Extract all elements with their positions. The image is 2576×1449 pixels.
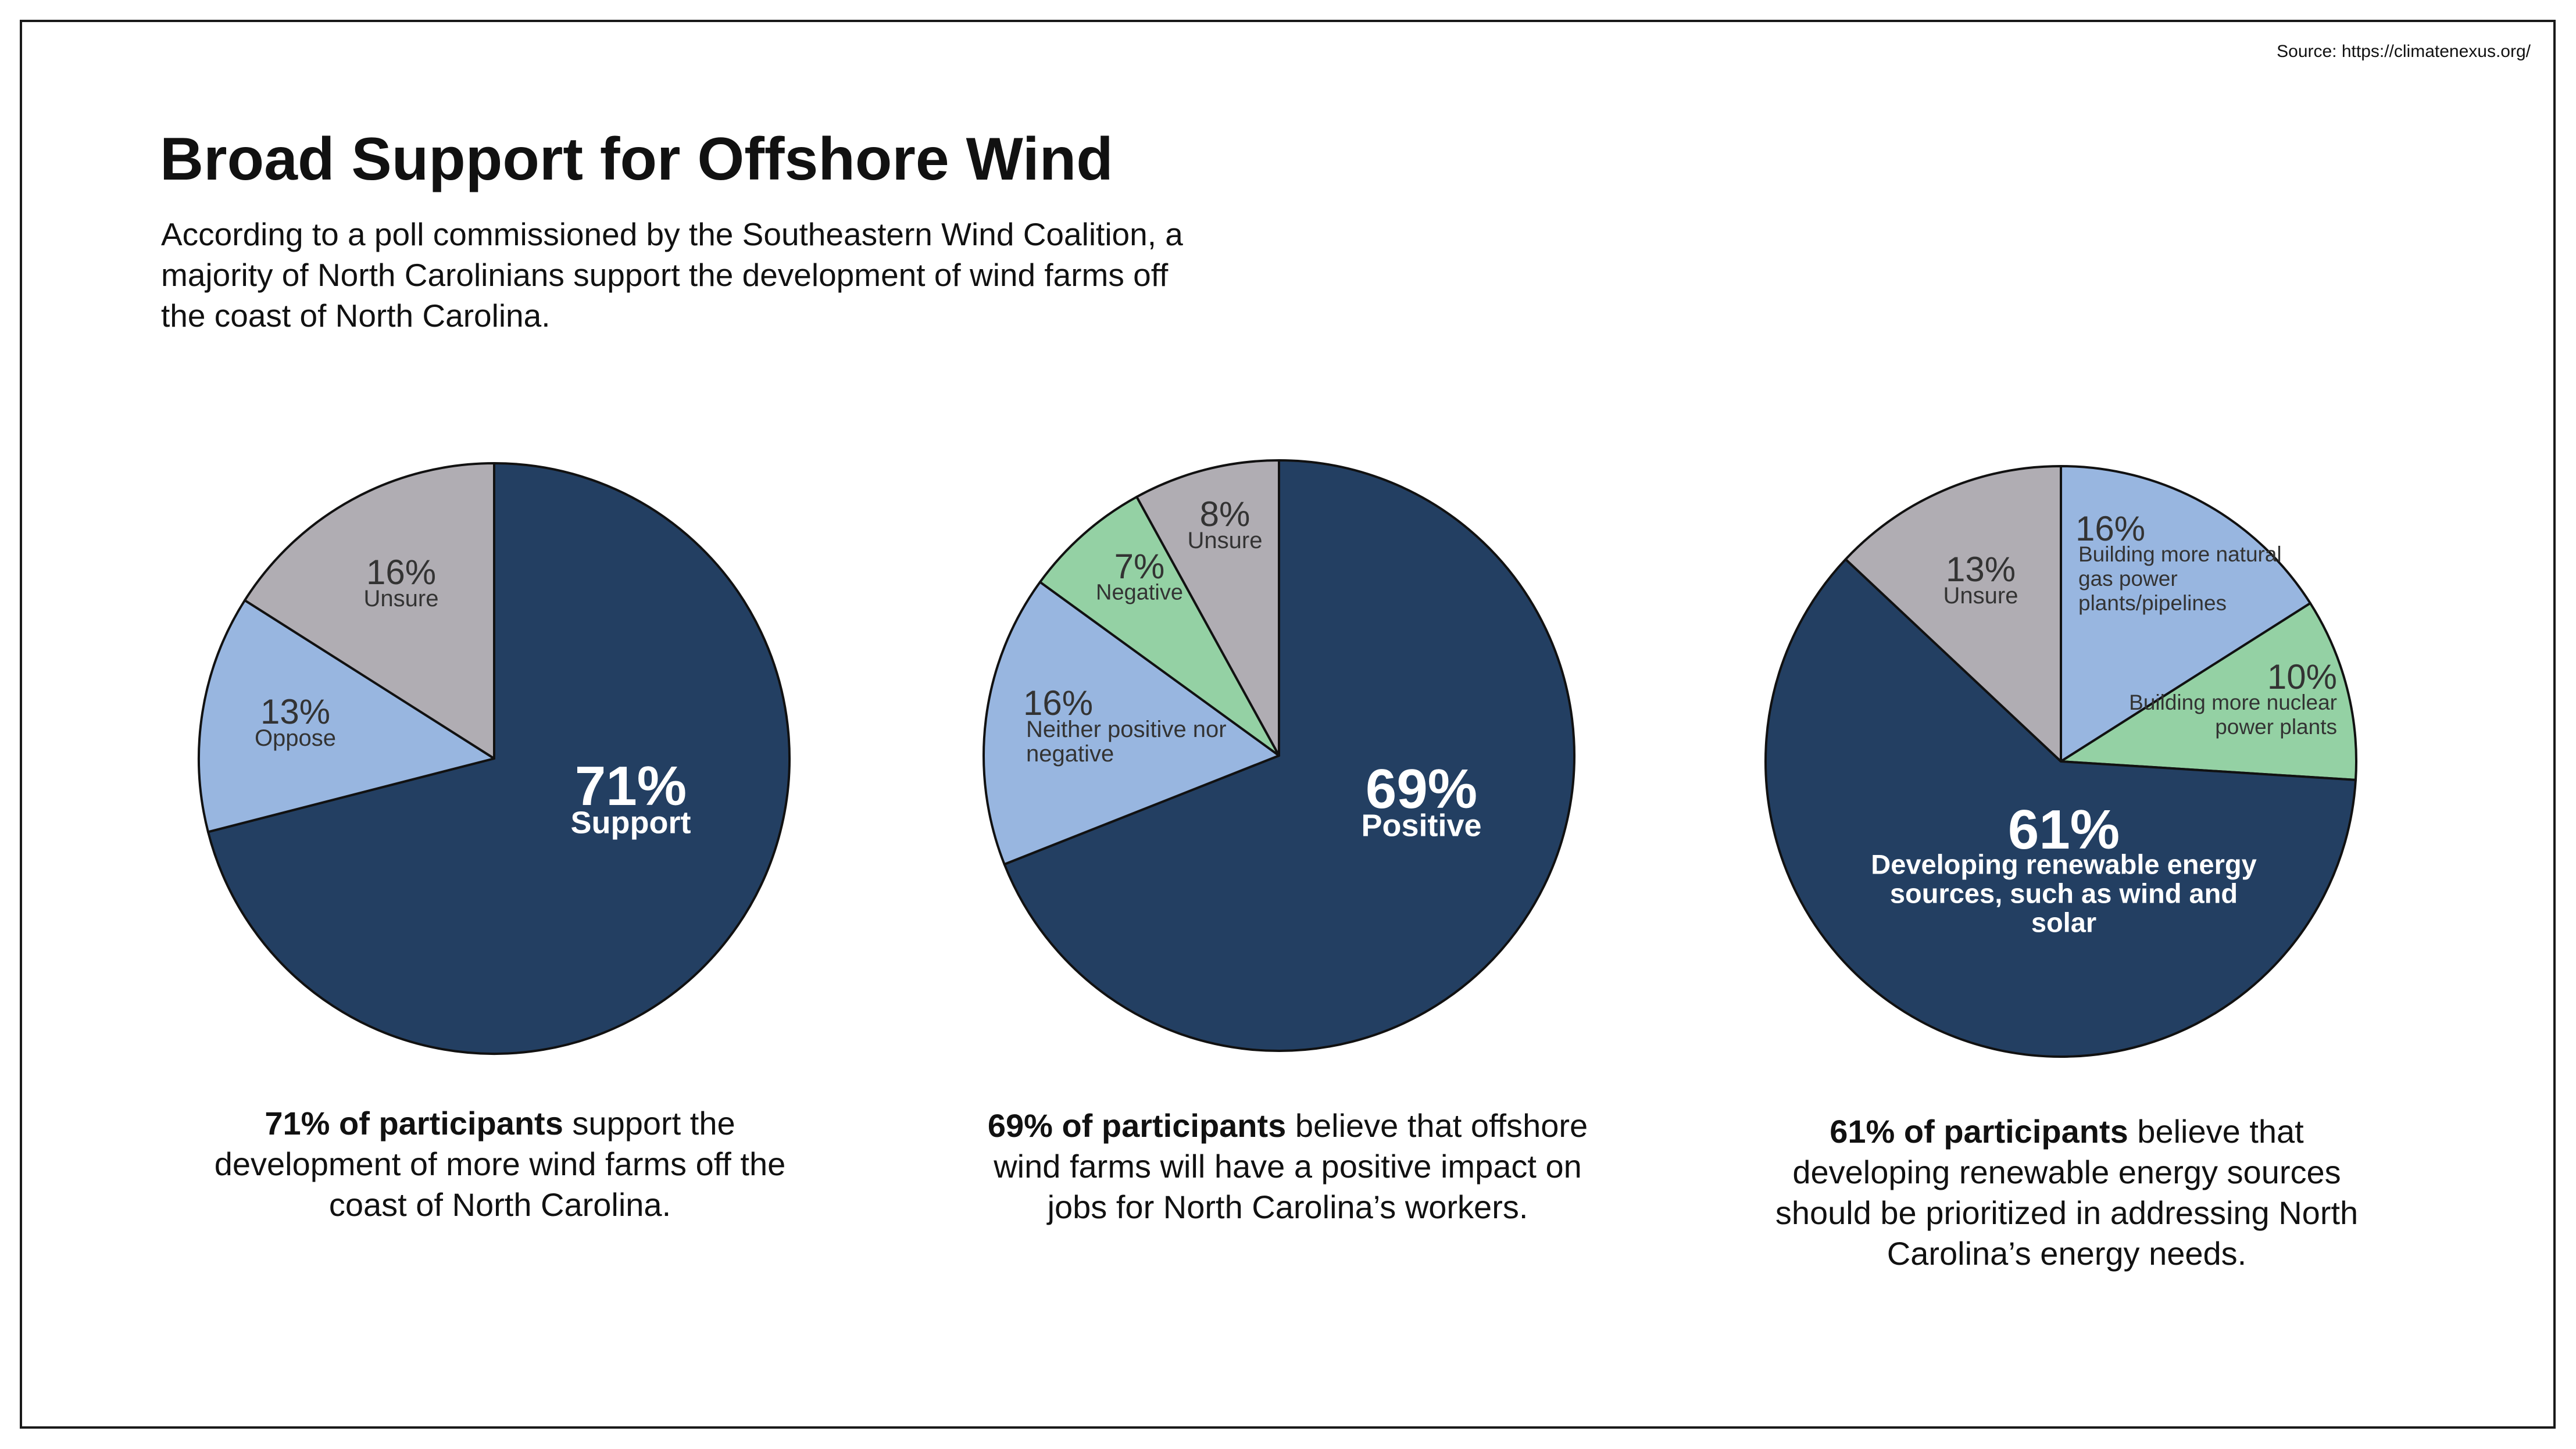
pie-1-slice-0-pct-label: 69% xyxy=(1366,758,1477,820)
caption-jobs-bold: 69% of participants xyxy=(987,1107,1287,1144)
pie-2-slice-2-category-label: Developing renewable energy sources, such… xyxy=(1871,849,2256,938)
pie-1-slice-1-category-label: Neither positive nor negative xyxy=(1026,717,1227,767)
pie-0-slice-2-category-label: Unsure xyxy=(364,586,439,611)
page-title: Broad Support for Offshore Wind xyxy=(160,126,1113,193)
caption-jobs-text: believe that offshore wind farms will ha… xyxy=(994,1107,1588,1225)
caption-support-text: support the development of more wind far… xyxy=(214,1105,786,1223)
pie-chart-jobs-impact: 69%Positive 16%Neither positive nor negati… xyxy=(982,459,1575,1052)
pie-2-slice-0-category-label: Building more natural gas power plants/pip… xyxy=(2078,542,2282,615)
pie-0-slice-0-category-label: Support xyxy=(571,806,691,840)
caption-energy-text: believe that developing renewable energy… xyxy=(1775,1113,2359,1272)
pie-0-slice-2 xyxy=(244,462,495,760)
pie-2-slice-3-category-label: Unsure xyxy=(1943,583,2018,609)
pie-1-slice-2 xyxy=(1039,495,1280,757)
pie-1-slice-1-pct-label: 16% xyxy=(1023,684,1093,722)
pie-2-slice-3 xyxy=(1844,465,2062,763)
pie-1-slice-3-category-label: Unsure xyxy=(1188,528,1263,553)
pie-chart-energy-priority: 16%Building more natural gas power plants/… xyxy=(1764,465,2357,1058)
page-subtitle: According to a poll commissioned by the … xyxy=(161,216,1183,334)
pie-1-slice-0 xyxy=(1003,459,1575,1052)
pie-1-slice-3-pct-label: 8% xyxy=(1200,495,1251,534)
pie-chart-support: 71%Support 13%Oppose 16%Unsure xyxy=(198,462,791,1055)
pie-2-slice-1-pct-label: 10% xyxy=(2267,657,2337,696)
pie-2-slice-1-category-label: Building more nuclear power plants xyxy=(2129,690,2337,739)
pie-0-slice-2-pct-label: 16% xyxy=(366,553,436,592)
pie-2-slice-0 xyxy=(2060,465,2311,763)
caption-jobs: 69% of participants believe that offshor… xyxy=(968,1105,1607,1228)
pie-1-slice-1 xyxy=(982,581,1280,866)
pie-2-slice-2-pct-label: 61% xyxy=(2008,799,2120,861)
pie-0-slice-0 xyxy=(206,462,791,1055)
caption-support: 71% of participants support the developm… xyxy=(180,1103,820,1225)
pie-0-slice-1 xyxy=(198,599,495,833)
pie-1-slice-3 xyxy=(1135,459,1280,757)
infographic-frame xyxy=(20,20,2556,1429)
pie-2-slice-2 xyxy=(1764,558,2357,1058)
caption-support-bold: 71% of participants xyxy=(265,1105,563,1142)
pie-2-slice-3-pct-label: 13% xyxy=(1946,550,2016,589)
caption-energy: 61% of participants believe that develop… xyxy=(1747,1111,2386,1274)
pie-1-slice-0-category-label: Positive xyxy=(1361,808,1481,843)
pie-0-slice-0-pct-label: 71% xyxy=(575,755,687,817)
pie-0-slice-1-category-label: Oppose xyxy=(255,725,336,751)
pie-1-slice-2-pct-label: 7% xyxy=(1114,547,1165,586)
pie-1-slice-2-category-label: Negative xyxy=(1096,581,1183,605)
pie-2-slice-0-pct-label: 16% xyxy=(2075,509,2145,548)
pie-2-slice-1 xyxy=(2060,602,2357,781)
caption-energy-bold: 61% of participants xyxy=(1830,1113,2128,1150)
pie-0-slice-1-pct-label: 13% xyxy=(260,692,330,731)
source-note: Source: https://climatenexus.org/ xyxy=(2277,42,2531,61)
